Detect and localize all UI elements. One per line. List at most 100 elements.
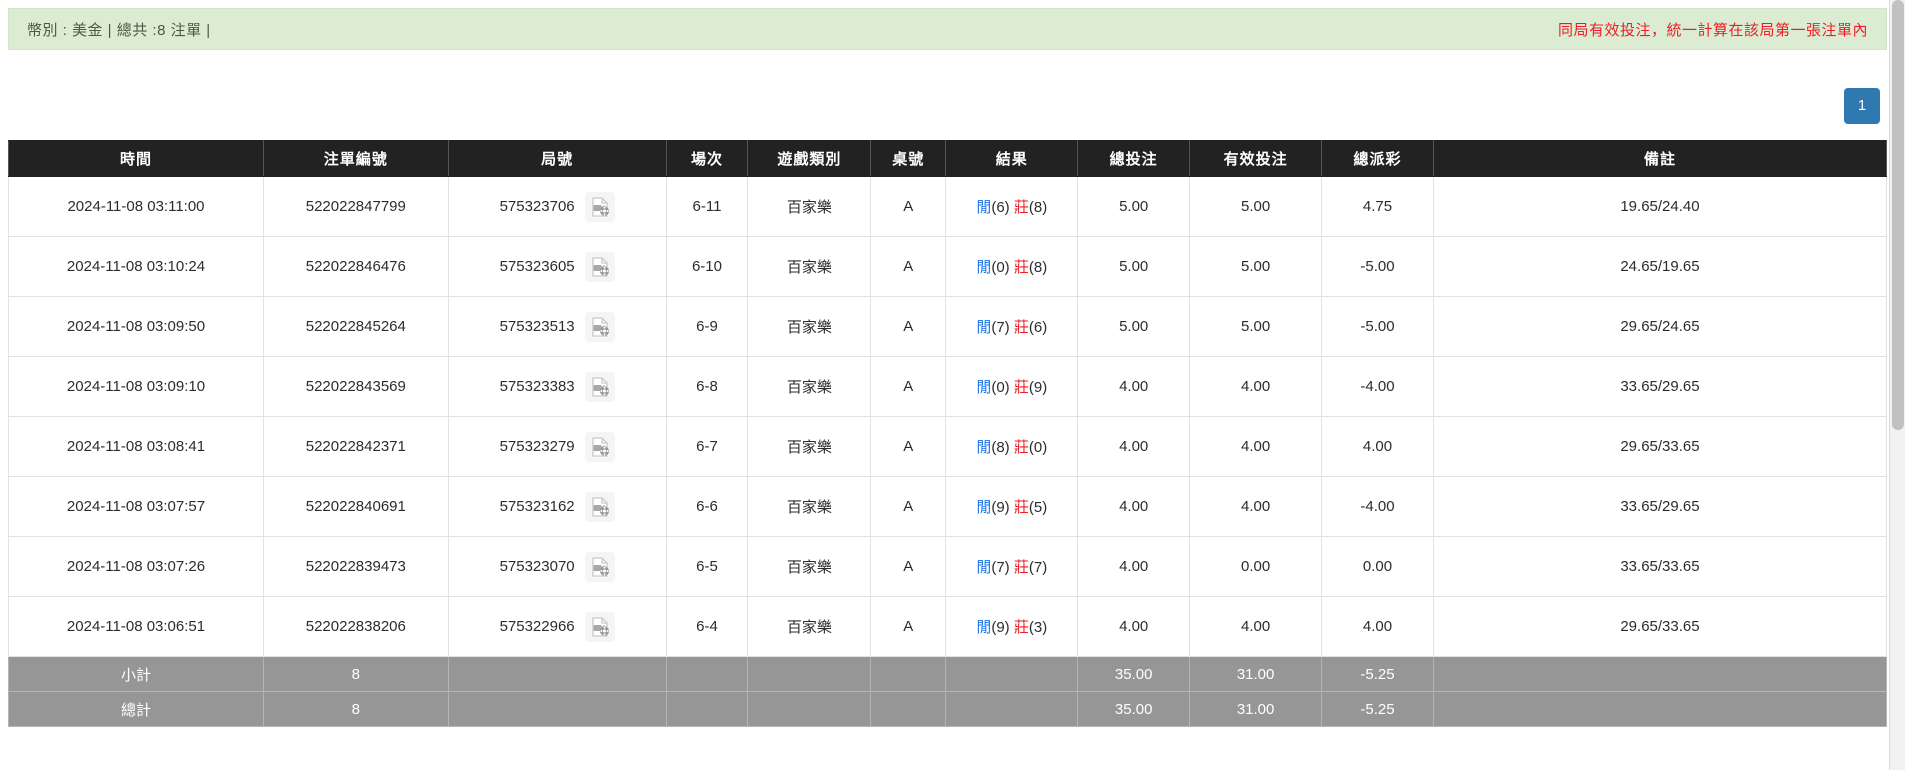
result-player: 閒 (976, 559, 992, 576)
bet-history-table-container: 時間 注單編號 局號 場次 遊戲類別 桌號 結果 總投注 有效投注 總派彩 備註… (7, 140, 1888, 727)
col-header-shoe: 場次 (665, 140, 749, 177)
video-replay-icon[interactable] (585, 192, 615, 222)
video-replay-button[interactable] (584, 611, 615, 642)
video-replay-button[interactable] (584, 311, 615, 342)
cell-total-bet[interactable]: 5.00 (1077, 296, 1191, 357)
summary-blank-game (747, 656, 872, 692)
round-no-text: 575323279 (499, 438, 575, 455)
cell-game-type: 百家樂 (747, 416, 872, 477)
cell-total-bet[interactable]: 4.00 (1077, 416, 1191, 477)
result-banker-point: (3) (1028, 619, 1048, 636)
video-replay-button[interactable] (584, 491, 615, 522)
summary-label: 小計 (7, 656, 265, 692)
cell-game-type: 百家樂 (747, 476, 872, 537)
cell-shoe: 6-5 (665, 536, 749, 597)
cell-note: 33.65/33.65 (1432, 536, 1888, 597)
video-replay-icon[interactable] (585, 492, 615, 522)
cell-order-no: 522022839473 (263, 536, 449, 597)
cell-total-bet[interactable]: 5.00 (1077, 176, 1191, 237)
cell-note: 24.65/19.65 (1432, 236, 1888, 297)
col-header-total-bet: 總投注 (1077, 140, 1191, 177)
video-replay-icon[interactable] (585, 612, 615, 642)
cell-table-no: A (870, 236, 947, 297)
table-summary-row: 總計 8 35.00 31.00 -5.25 (7, 691, 1888, 727)
video-replay-icon[interactable] (585, 552, 615, 582)
pagination: 1 (1844, 88, 1880, 124)
video-replay-button[interactable] (584, 191, 615, 222)
cell-valid-bet: 5.00 (1189, 296, 1323, 357)
round-no-text: 575323162 (499, 498, 575, 515)
cell-shoe: 6-4 (665, 596, 749, 657)
video-replay-icon[interactable] (585, 372, 615, 402)
result-player: 閒 (976, 439, 992, 456)
summary-blank-result (945, 691, 1079, 727)
video-replay-icon[interactable] (585, 252, 615, 282)
cell-order-no: 522022840691 (263, 476, 449, 537)
pagination-page-1-button[interactable]: 1 (1844, 88, 1880, 124)
cell-order-no: 522022845264 (263, 296, 449, 357)
video-replay-button[interactable] (584, 251, 615, 282)
summary-count: 8 (263, 656, 449, 692)
cell-shoe: 6-9 (665, 296, 749, 357)
cell-valid-bet: 4.00 (1189, 356, 1323, 417)
result-banker-point: (8) (1028, 199, 1048, 216)
cell-note: 33.65/29.65 (1432, 476, 1888, 537)
cell-shoe: 6-10 (665, 236, 749, 297)
result-banker: 莊 (1013, 259, 1029, 276)
bet-history-table: 時間 注單編號 局號 場次 遊戲類別 桌號 結果 總投注 有效投注 總派彩 備註… (7, 140, 1888, 727)
video-replay-button[interactable] (584, 431, 615, 462)
result-banker: 莊 (1013, 619, 1029, 636)
video-replay-icon[interactable] (585, 432, 615, 462)
cell-shoe: 6-6 (665, 476, 749, 537)
cell-time: 2024-11-08 03:07:57 (7, 476, 265, 537)
cell-time: 2024-11-08 03:10:24 (7, 236, 265, 297)
table-row: 2024-11-08 03:07:26 522022839473 5753230… (7, 536, 1888, 597)
summary-blank-round (447, 656, 667, 692)
cell-round-no: 575323070 (447, 536, 667, 597)
video-replay-button[interactable] (584, 551, 615, 582)
table-row: 2024-11-08 03:07:57 522022840691 5753231… (7, 476, 1888, 537)
result-banker-point: (7) (1028, 559, 1048, 576)
page-scrollbar-thumb[interactable] (1892, 0, 1904, 430)
video-replay-button[interactable] (584, 371, 615, 402)
video-replay-icon[interactable] (585, 312, 615, 342)
round-no-text: 575323513 (499, 318, 575, 335)
summary-blank-shoe (665, 691, 749, 727)
summary-count: 8 (263, 691, 449, 727)
result-player: 閒 (976, 379, 992, 396)
cell-total-bet[interactable]: 4.00 (1077, 536, 1191, 597)
cell-result: 閒(0) 莊(9) (945, 356, 1079, 417)
result-player-point: (7) (991, 319, 1010, 336)
cell-result: 閒(0) 莊(8) (945, 236, 1079, 297)
cell-table-no: A (870, 596, 947, 657)
cell-valid-bet: 0.00 (1189, 536, 1323, 597)
cell-result: 閒(9) 莊(5) (945, 476, 1079, 537)
cell-total-bet[interactable]: 5.00 (1077, 236, 1191, 297)
summary-blank-note (1432, 656, 1888, 692)
round-no-text: 575323706 (499, 198, 575, 215)
cell-order-no: 522022838206 (263, 596, 449, 657)
cell-payout: 4.00 (1321, 596, 1434, 657)
banner-notice-text: 同局有效投注，統一計算在該局第一張注單內 (1557, 21, 1868, 39)
cell-valid-bet: 5.00 (1189, 236, 1323, 297)
summary-valid-bet: 31.00 (1189, 656, 1323, 692)
page-scrollbar[interactable] (1889, 0, 1905, 770)
cell-order-no: 522022847799 (263, 176, 449, 237)
result-player: 閒 (976, 619, 992, 636)
cell-total-bet[interactable]: 4.00 (1077, 596, 1191, 657)
col-header-table-no: 桌號 (870, 140, 947, 177)
cell-game-type: 百家樂 (747, 296, 872, 357)
cell-result: 閒(6) 莊(8) (945, 176, 1079, 237)
summary-valid-bet: 31.00 (1189, 691, 1323, 727)
cell-valid-bet: 4.00 (1189, 596, 1323, 657)
cell-round-no: 575323162 (447, 476, 667, 537)
cell-total-bet[interactable]: 4.00 (1077, 356, 1191, 417)
cell-table-no: A (870, 356, 947, 417)
cell-shoe: 6-8 (665, 356, 749, 417)
summary-blank-result (945, 656, 1079, 692)
cell-result: 閒(7) 莊(7) (945, 536, 1079, 597)
summary-total-bet: 35.00 (1077, 656, 1191, 692)
result-player-point: (0) (991, 259, 1010, 276)
col-header-note: 備註 (1432, 140, 1888, 177)
cell-total-bet[interactable]: 4.00 (1077, 476, 1191, 537)
